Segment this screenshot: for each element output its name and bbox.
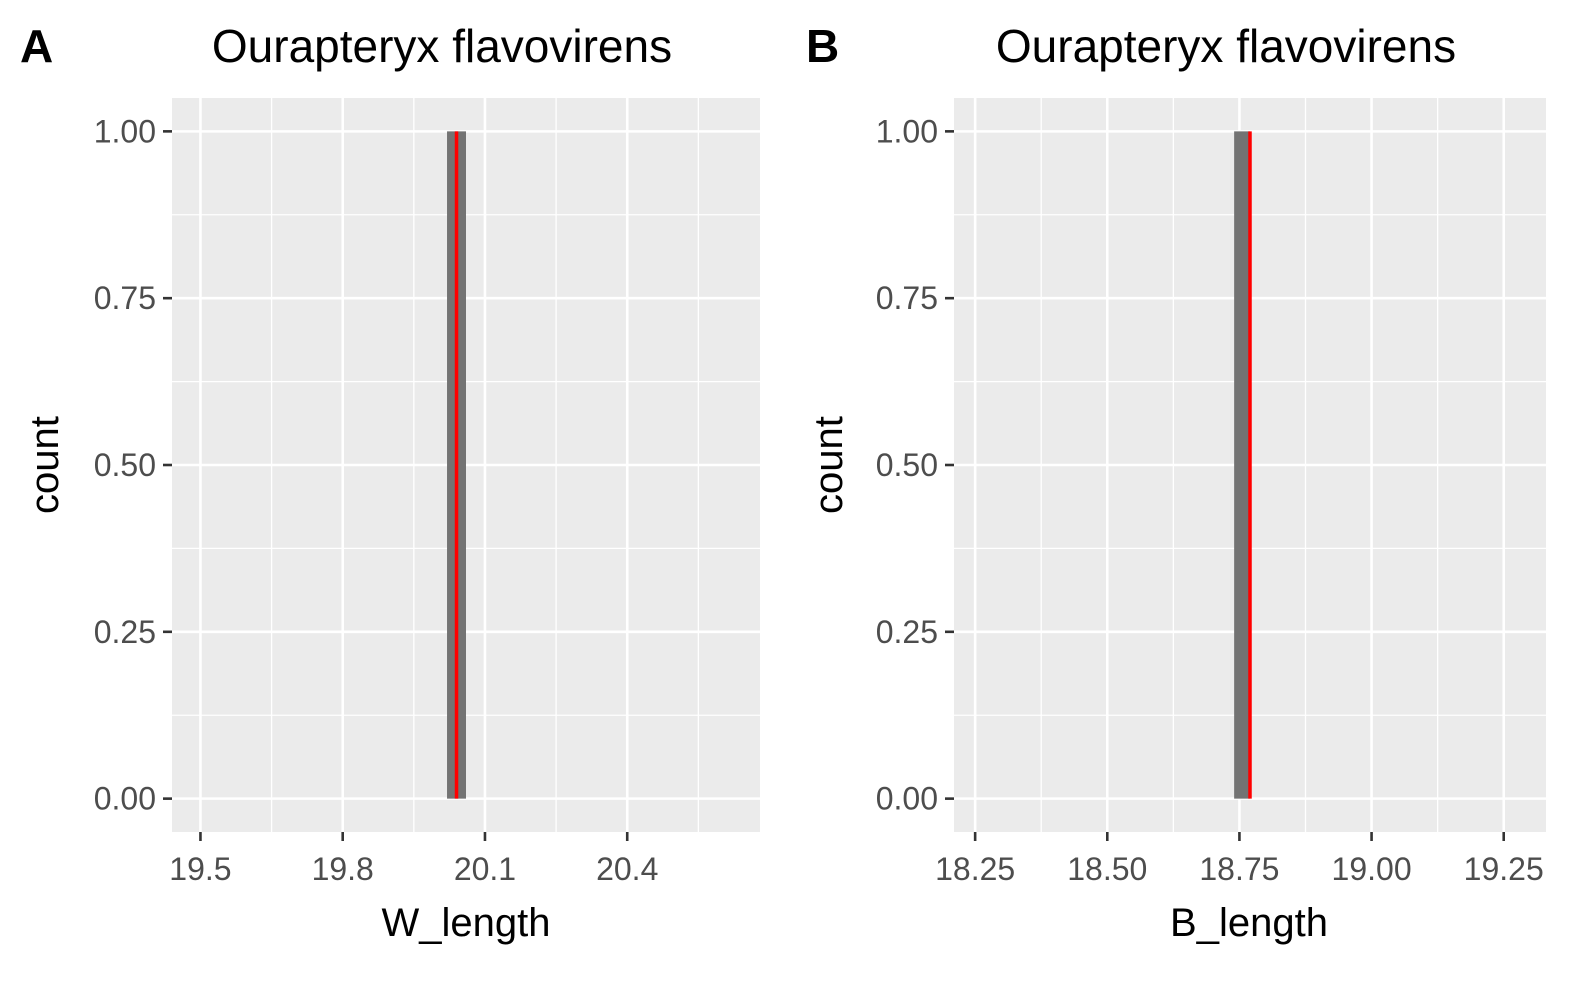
chart-title: Ourapteryx flavovirens: [212, 20, 672, 72]
panel-a: 0.00 0.25 0.50 0.75 1.00 19.5 19.8 20.1 20.4 A Our…: [20, 20, 760, 945]
y-tick-label: 0.00: [94, 781, 156, 817]
y-tick-label: 0.25: [94, 614, 156, 650]
y-axis-title: count: [807, 416, 851, 514]
y-tick-label: 0.25: [876, 614, 938, 650]
y-axis-title: count: [23, 416, 67, 514]
chart-title: Ourapteryx flavovirens: [996, 20, 1456, 72]
y-tick-label: 0.75: [876, 280, 938, 316]
y-tick-label: 0.50: [94, 447, 156, 483]
y-tick-label: 0.00: [876, 781, 938, 817]
panel-letter: A: [20, 20, 53, 72]
x-axis-title: W_length: [382, 901, 551, 945]
y-tick-label: 0.50: [876, 447, 938, 483]
y-tick-label: 1.00: [876, 113, 938, 149]
x-tick-label: 19.5: [169, 851, 231, 887]
x-tick-label: 20.1: [454, 851, 516, 887]
x-tick-label: 20.4: [596, 851, 658, 887]
y-tick-label: 1.00: [94, 113, 156, 149]
panel-letter: B: [806, 20, 839, 72]
y-tick-label: 0.75: [94, 280, 156, 316]
x-tick-label: 18.50: [1067, 851, 1147, 887]
x-tick-label: 19.00: [1332, 851, 1412, 887]
x-tick-label: 18.75: [1199, 851, 1279, 887]
panel-b: 0.00 0.25 0.50 0.75 1.00 18.25 18.50 18.75 19.00…: [806, 20, 1546, 945]
x-tick-label: 19.8: [312, 851, 374, 887]
x-tick-label: 19.25: [1464, 851, 1544, 887]
x-axis-title: B_length: [1170, 901, 1328, 945]
x-tick-label: 18.25: [935, 851, 1015, 887]
histogram-bar: [1234, 131, 1250, 799]
